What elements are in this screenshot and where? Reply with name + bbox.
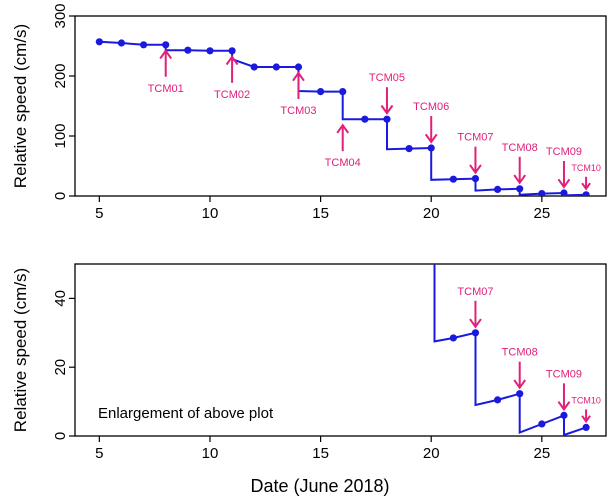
data-point [471, 329, 480, 337]
data-point [493, 185, 502, 193]
data-point [250, 63, 258, 71]
annotation-arrow-head [513, 174, 527, 185]
y-tick-label: 300 [52, 3, 69, 28]
annotation-label: TCM04 [325, 157, 361, 169]
data-point [184, 46, 192, 54]
data-point [471, 175, 480, 183]
annotation-arrow-head [424, 133, 438, 144]
annotation-arrow-head [469, 318, 482, 329]
data-point [449, 334, 457, 342]
annotation-tcm08: TCM08 [502, 142, 538, 185]
y-tick-label: 40 [52, 290, 69, 307]
annotation-arrow-head [380, 104, 394, 115]
y-tick-label: 0 [52, 192, 69, 200]
data-point [272, 63, 280, 71]
data-point [316, 88, 325, 96]
enlargement-note: Enlargement of above plot [98, 405, 274, 422]
annotation-arrow-head [557, 401, 571, 412]
annotation-arrow-head [336, 123, 350, 134]
annotation-tcm07: TCM07 [457, 132, 493, 175]
annotation-arrow-head [581, 182, 591, 191]
bottom-panel: 5 10 15 20 25 0 20 40 Relative speed (cm/s) Enlar… [11, 263, 607, 462]
data-point [228, 47, 236, 55]
x-tick-label: 25 [533, 445, 550, 462]
data-point [294, 63, 303, 71]
annotation-arrow-head [469, 164, 482, 175]
data-point [516, 390, 524, 398]
annotation-tcm08: TCM08 [502, 347, 538, 390]
y-tick-label: 20 [52, 359, 69, 376]
x-tick-label: 20 [423, 445, 440, 462]
data-point [538, 190, 546, 196]
annotation-tcm09: TCM09 [546, 368, 582, 412]
data-point [162, 41, 170, 49]
annotation-tcm01: TCM01 [148, 49, 184, 95]
y-tick-label: 0 [52, 432, 69, 440]
data-point [538, 420, 546, 428]
plot-frame [74, 263, 607, 437]
annotation-tcm10: TCM10 [571, 163, 601, 191]
annotation-tcm06: TCM06 [413, 101, 449, 144]
annotation-tcm07: TCM07 [457, 286, 493, 329]
annotation-arrow-head [581, 415, 591, 424]
annotation-label: TCM07 [457, 286, 493, 298]
annotation-label: TCM02 [214, 89, 250, 101]
data-point [582, 423, 590, 431]
annotation-arrow-head [159, 49, 173, 60]
x-tick-label: 15 [312, 445, 329, 462]
data-point [560, 411, 568, 419]
annotation-label: TCM03 [280, 105, 316, 117]
annotation-arrow-head [292, 71, 305, 82]
annotation-label: TCM10 [571, 163, 601, 173]
data-point [339, 88, 347, 96]
annotation-tcm04: TCM04 [325, 123, 361, 169]
data-point [383, 115, 391, 123]
plot-frame [74, 15, 607, 197]
x-tick-label: 25 [533, 205, 550, 222]
y-axis-label: Relative speed (cm/s) [11, 24, 30, 188]
annotation-label: TCM06 [413, 101, 449, 113]
data-point [560, 189, 568, 196]
y-tick-label: 100 [52, 123, 69, 148]
annotation-label: TCM09 [546, 368, 582, 380]
annotation-label: TCM08 [502, 142, 538, 154]
x-tick-label: 15 [312, 205, 329, 222]
x-axis-label: Date (June 2018) [250, 476, 389, 496]
annotation-tcm09: TCM09 [546, 146, 582, 189]
x-tick-label: 20 [423, 205, 440, 222]
data-point [427, 144, 435, 152]
annotation-label: TCM01 [148, 83, 184, 95]
speed-series-line [99, 40, 587, 196]
data-point [582, 191, 590, 196]
annotation-arrow-head [513, 379, 527, 390]
annotation-tcm05: TCM05 [369, 72, 405, 115]
annotation-arrow-head [225, 55, 239, 66]
data-point [405, 145, 413, 153]
y-tick-label: 200 [52, 63, 69, 88]
data-point [361, 115, 369, 123]
x-tick-label: 10 [202, 445, 219, 462]
annotation-tcm10: TCM10 [571, 395, 601, 424]
annotation-label: TCM07 [457, 132, 493, 144]
data-point [139, 41, 148, 49]
data-point [449, 175, 457, 183]
data-point [206, 47, 214, 55]
top-panel: 5 10 15 20 25 0 100 200 300 Relative speed (cm/s)… [11, 3, 607, 222]
data-point [493, 396, 502, 404]
annotation-arrow-head [557, 178, 571, 189]
annotation-label: TCM09 [546, 146, 582, 158]
data-point [117, 39, 126, 47]
y-axis-label: Relative speed (cm/s) [11, 268, 30, 432]
annotation-label: TCM05 [369, 72, 405, 84]
annotation-tcm02: TCM02 [214, 55, 250, 101]
annotation-label: TCM08 [502, 347, 538, 359]
x-tick-label: 5 [95, 205, 103, 222]
data-point [95, 38, 103, 46]
x-tick-label: 10 [202, 205, 219, 222]
annotation-label: TCM10 [571, 395, 601, 405]
annotation-tcm03: TCM03 [280, 71, 316, 117]
data-point [516, 185, 524, 193]
x-tick-label: 5 [95, 445, 103, 462]
